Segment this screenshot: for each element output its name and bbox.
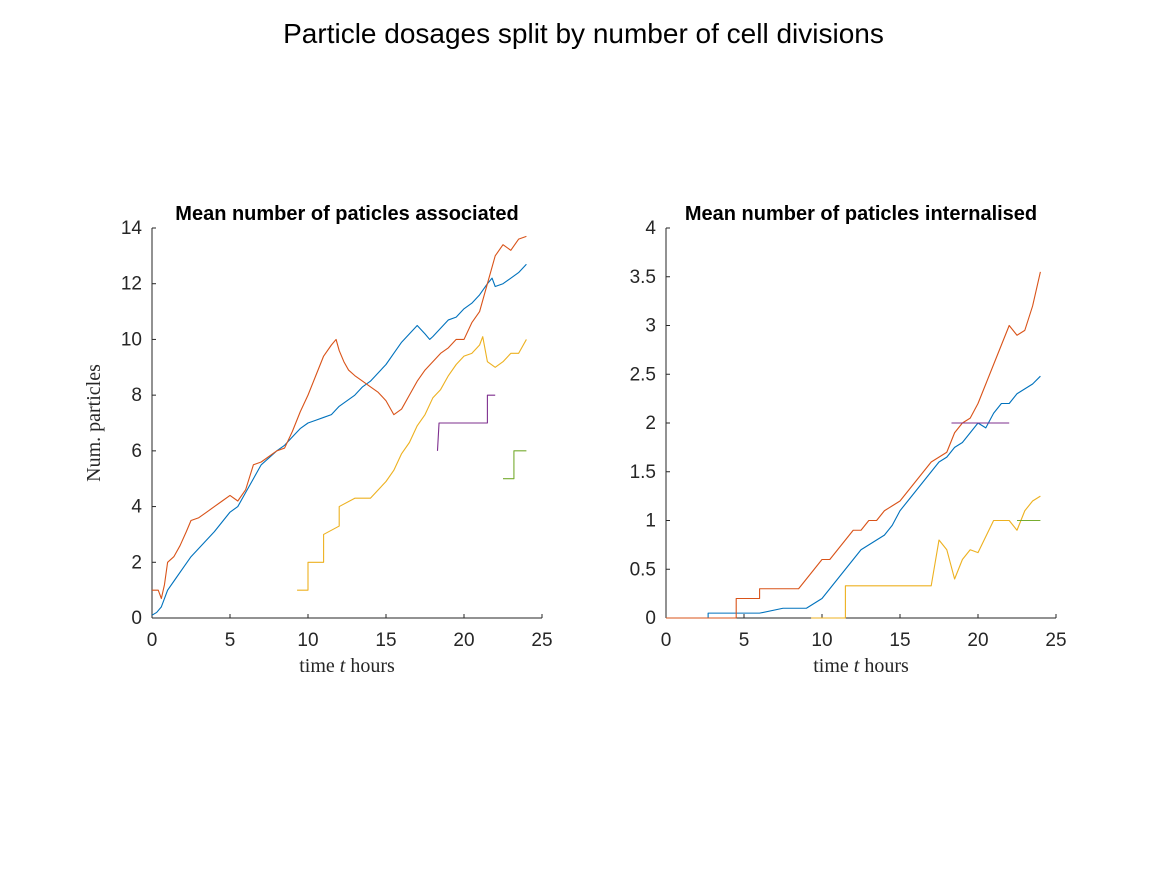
x-axis-label-pre: time [813,655,854,677]
y-tick-label: 8 [131,385,142,406]
y-tick-label: 14 [121,218,143,239]
y-axis-label: Num. particles [83,364,105,482]
y-tick-label: 6 [131,441,142,462]
series-line-3 [297,336,527,591]
y-tick-label: 3.5 [630,267,656,288]
x-tick-label: 15 [375,630,396,651]
x-axis-label-pre: time [299,655,340,677]
y-tick-label: 0 [645,608,656,629]
x-tick-label: 0 [661,630,672,651]
x-tick-label: 20 [453,630,474,651]
series-line-1 [666,375,1041,619]
x-axis-label-var: t [340,655,346,677]
axes-2: 0 5 10 15 20 25 0 0.5 1 1.5 2 2.5 3 3.5 4 Mean number o… [630,203,1067,677]
y-tick-label: 10 [121,329,142,350]
y-tick-label: 1.5 [630,462,656,483]
y-tick-label: 12 [121,274,142,295]
y-tick-label: 1 [645,511,656,532]
series-line-1 [151,263,527,616]
axes-title: Mean number of paticles internalised [685,203,1037,225]
x-tick-label: 5 [739,630,750,651]
x-axis-label-post: hours [345,655,395,677]
y-tick-label: 3 [645,316,656,337]
x-tick-label: 10 [811,630,832,651]
axes-title: Mean number of paticles associated [175,203,518,225]
series-line-5 [503,450,527,480]
x-tick-label: 20 [967,630,988,651]
x-tick-label: 0 [147,630,158,651]
series-line-4 [436,394,496,451]
figure-title: Particle dosages split by number of cell… [283,18,884,49]
x-tick-label: 10 [297,630,318,651]
x-tick-label: 25 [1045,630,1066,651]
axes-1: 0 5 10 15 20 25 0 2 4 6 8 10 12 14 Mean number of pati… [83,203,553,677]
x-axis-label: time t hours [813,655,909,677]
y-tick-label: 2 [645,413,656,434]
x-axis-label: time t hours [299,655,395,677]
y-tick-label: 0 [131,608,142,629]
y-tick-label: 0.5 [630,559,656,580]
x-axis-label-post: hours [859,655,909,677]
y-tick-label: 2 [131,552,142,573]
y-tick-label: 4 [131,497,142,518]
x-tick-label: 5 [225,630,236,651]
series-line-3 [811,495,1041,619]
x-tick-label: 15 [889,630,910,651]
series-line-2 [666,271,1041,619]
y-tick-label: 4 [645,218,656,239]
x-axis-label-var: t [854,655,860,677]
y-tick-label: 2.5 [630,364,656,385]
series-line-2 [152,235,527,600]
x-tick-label: 25 [531,630,552,651]
